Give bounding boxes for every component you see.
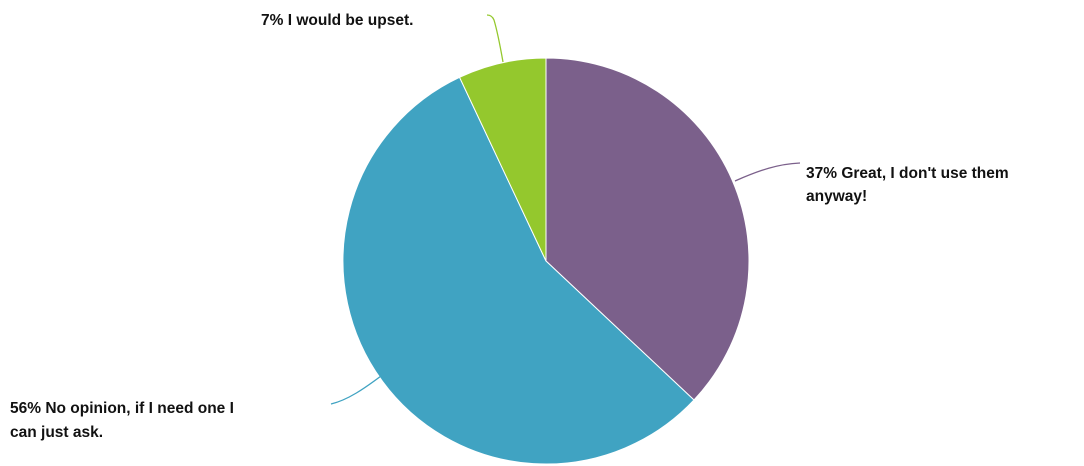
leader-line-upset xyxy=(486,14,504,63)
leader-line-no-opinion xyxy=(330,375,382,405)
slice-label-upset: 7% I would be upset. xyxy=(261,12,413,29)
pie-slice-no-opinion xyxy=(342,76,695,465)
pie-slices xyxy=(342,57,750,465)
leader-line-great xyxy=(734,162,801,182)
leader-lines xyxy=(330,14,801,405)
slice-label-great: 37% Great, I don't use them anyway! xyxy=(806,165,1013,205)
pie-slice-great xyxy=(545,57,750,401)
slice-label-no-opinion: 56% No opinion, if I need one I can just… xyxy=(10,400,238,441)
pie-slice-upset xyxy=(458,57,547,262)
